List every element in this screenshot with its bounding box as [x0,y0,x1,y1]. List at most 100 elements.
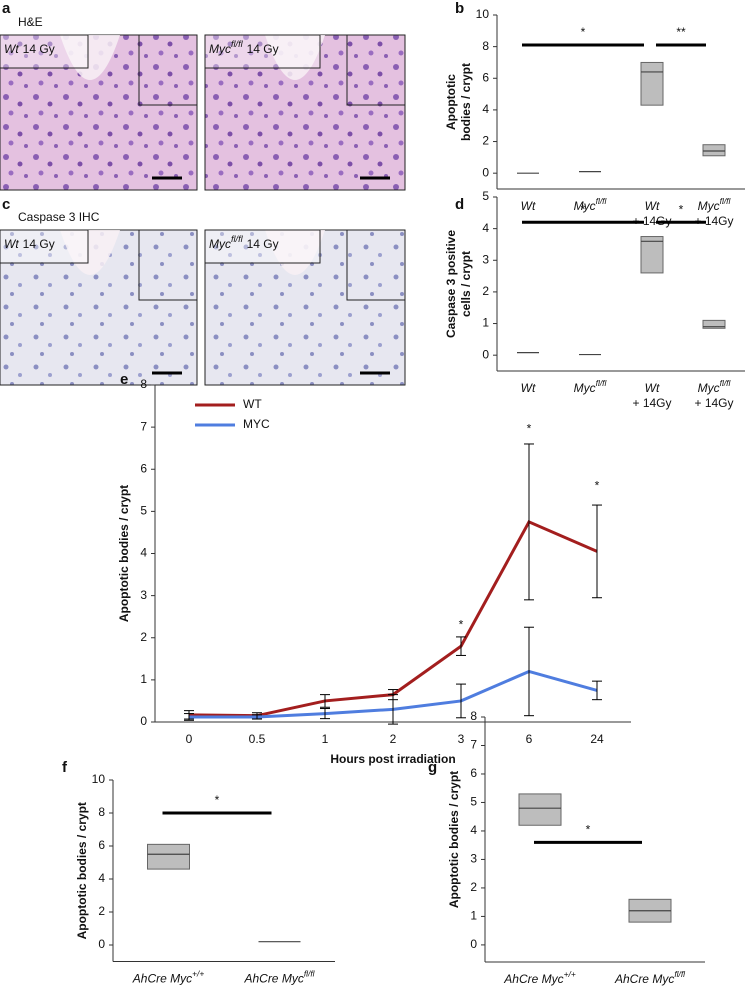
label-sup: fl/fl [231,234,244,244]
label: Mycfl/fl [698,196,732,213]
y-tick-label: 8 [482,39,489,53]
label-box [204,229,321,264]
y-tick-label: 1 [140,672,147,686]
y-tick-label: 3 [140,588,147,602]
label-name: Wt [4,237,19,251]
label: Wt [521,381,536,395]
label-name: AhCre Myc [614,972,674,986]
x-tick-label: + 14Gy [694,214,733,228]
panel-letter: b [455,0,464,17]
label-rest: 14 Gy [23,237,55,251]
y-tick-label: 8 [98,805,105,819]
y-axis-label: cells / crypt [459,251,473,317]
label: Mycfl/fl 14 Gy [209,39,279,56]
label: Mycfl/fl 14 Gy [209,234,279,251]
y-tick-label: 0 [470,937,477,951]
label-name: Wt [521,381,536,395]
label: Wt [645,199,660,213]
label-sup: +/+ [192,969,204,979]
label-rest: 14 Gy [247,42,279,56]
label-name: Wt [4,42,19,56]
y-tick-label: 0 [482,347,489,361]
panel-letter: f [62,759,68,776]
label: AhCre Mycfl/fl [243,969,315,986]
legend-label: MYC [243,417,270,431]
series-line [188,519,598,718]
box [702,319,726,329]
annotation: * [527,421,532,435]
label: AhCre Myc+/+ [503,969,576,986]
inset [346,229,406,301]
x-tick-label: 6 [526,732,533,746]
y-tick-label: 7 [470,738,477,752]
y-tick-label: 4 [482,102,489,116]
panel-letter: c [2,196,10,213]
y-axis-label: Apoptotic bodies / crypt [75,802,89,939]
label-sup: fl/fl [231,39,244,49]
inset [346,34,406,106]
label: AhCre Myc+/+ [132,969,205,986]
x-tick-label: 0 [186,732,193,746]
panel-letter: a [2,0,11,17]
box [640,236,664,274]
x-tick-label: + 14Gy [632,214,671,228]
y-tick-label: 4 [470,823,477,837]
panel-letter: g [428,759,437,776]
label-name: AhCre Myc [132,972,192,986]
label-sup: fl/fl [720,196,732,206]
x-axis-label: Hours post irradiation [330,752,455,766]
y-tick-label: 0 [482,165,489,179]
x-tick-label: 24 [590,732,604,746]
y-tick-label: 4 [482,221,489,235]
label-name: Wt [521,199,536,213]
y-tick-label: 6 [140,461,147,475]
y-tick-label: 5 [482,189,489,203]
box [147,843,190,870]
y-tick-label: 8 [140,377,147,391]
label-name: Myc [209,42,231,56]
y-tick-label: 2 [140,630,147,644]
label-sup: +/+ [564,969,576,979]
annotation: * [459,617,464,631]
box [702,144,726,157]
significance-label: * [586,823,591,837]
panel-title: Caspase 3 IHC [18,210,100,224]
label-name: Wt [645,199,660,213]
label: Wt [645,381,660,395]
x-tick-label: + 14Gy [632,396,671,410]
y-axis-label: Caspase 3 positive [444,230,458,338]
label-sup: fl/fl [596,196,608,206]
label-rest: 14 Gy [23,42,55,56]
x-tick-label: 1 [322,732,329,746]
label-name: Myc [698,199,720,213]
significance-label: ** [676,25,686,39]
y-tick-label: 0 [140,714,147,728]
label-name: Myc [574,381,596,395]
y-tick-label: 3 [482,252,489,266]
label-name: Wt [645,381,660,395]
y-tick-label: 4 [140,546,147,560]
y-tick-label: 0 [98,937,105,951]
x-tick-label: 3 [458,732,465,746]
label-sup: fl/fl [304,969,316,979]
label-sup: fl/fl [720,378,732,388]
inset [138,34,198,106]
y-tick-label: 8 [470,709,477,723]
y-tick-label: 7 [140,419,147,433]
label: Wt 14 Gy [4,237,55,251]
y-tick-label: 10 [92,772,106,786]
y-tick-label: 2 [482,134,489,148]
y-axis-label: Apoptotic [444,74,458,130]
x-tick-label: 0.5 [249,732,266,746]
inset [138,229,198,301]
label-sup: fl/fl [596,378,608,388]
y-tick-label: 5 [470,795,477,809]
y-tick-label: 6 [470,766,477,780]
label-name: Myc [574,199,596,213]
lumen [265,35,325,80]
label-box [0,229,89,264]
label-box [204,34,321,69]
lumen [60,230,120,275]
label-name: AhCre Myc [243,972,303,986]
